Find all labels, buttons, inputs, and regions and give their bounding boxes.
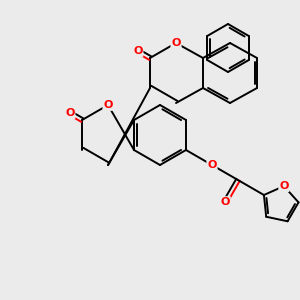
Text: O: O (65, 108, 75, 118)
Text: O: O (171, 38, 181, 48)
Text: O: O (133, 46, 142, 56)
Text: O: O (279, 181, 289, 191)
Text: O: O (103, 100, 113, 110)
Text: O: O (207, 160, 217, 170)
Text: O: O (220, 197, 230, 207)
